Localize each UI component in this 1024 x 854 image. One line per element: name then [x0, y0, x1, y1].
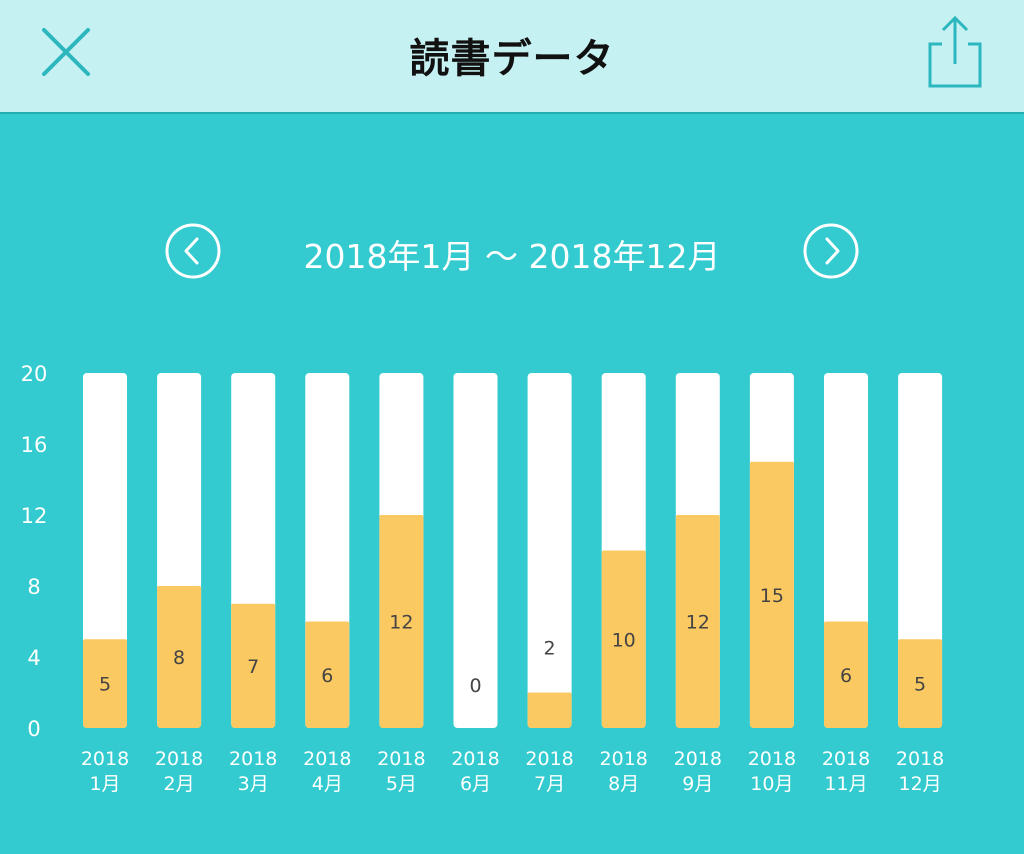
bar-value-label: 6	[321, 665, 333, 687]
x-axis-tick-month: 2月	[164, 773, 195, 795]
date-range-selector: 2018年1月 〜 2018年12月	[0, 218, 1024, 284]
bar	[83, 639, 127, 728]
x-axis-tick-month: 1月	[89, 773, 120, 795]
x-axis-tick-month: 4月	[312, 773, 343, 795]
x-axis-tick-month: 11月	[824, 773, 867, 795]
x-axis-tick-year: 2018	[229, 748, 277, 770]
app-header: 読書データ	[0, 0, 1024, 114]
bar	[898, 639, 943, 728]
previous-range-button[interactable]	[164, 222, 222, 280]
bar	[824, 621, 868, 728]
chevron-left-icon	[165, 223, 221, 279]
x-axis-tick-month: 9月	[682, 773, 713, 795]
bar-value-label: 15	[760, 585, 784, 607]
x-axis-tick-year: 2018	[748, 748, 796, 770]
bar-track	[453, 373, 498, 728]
date-range-label: 2018年1月 〜 2018年12月	[303, 237, 721, 276]
bar-value-label: 12	[389, 612, 413, 634]
x-axis-tick-month: 6月	[460, 773, 491, 795]
x-axis-tick-year: 2018	[377, 748, 425, 770]
bar	[231, 603, 276, 728]
bar-track	[527, 373, 572, 728]
bar-value-label: 0	[469, 675, 481, 697]
bar-value-label: 5	[914, 674, 926, 696]
y-axis-tick-label: 16	[21, 433, 48, 457]
y-axis-tick-label: 20	[21, 362, 48, 386]
x-axis-tick-year: 2018	[155, 748, 203, 770]
bar-value-label: 12	[686, 612, 710, 634]
page-title: 読書データ	[409, 36, 615, 82]
close-icon	[42, 28, 90, 76]
x-axis-tick-month: 8月	[608, 773, 639, 795]
share-icon	[928, 15, 982, 88]
x-axis-tick-month: 12月	[899, 773, 942, 795]
x-axis-tick-year: 2018	[525, 748, 573, 770]
close-button[interactable]	[36, 22, 98, 84]
y-axis-tick-label: 4	[27, 646, 40, 670]
bar	[749, 461, 794, 728]
chevron-right-icon	[803, 223, 859, 279]
bar	[601, 550, 646, 728]
bar-value-label: 10	[612, 629, 636, 651]
x-axis-tick-year: 2018	[896, 748, 944, 770]
bar-value-label: 8	[173, 647, 185, 669]
share-button[interactable]	[918, 14, 990, 94]
monthly-books-bar-chart: 048121620520181月820182月720183月620184月122…	[21, 362, 945, 795]
bar-value-label: 5	[99, 674, 111, 696]
x-axis-tick-year: 2018	[600, 748, 648, 770]
bar-value-label: 2	[544, 638, 556, 660]
y-axis-tick-label: 12	[21, 504, 48, 528]
x-axis-tick-month: 5月	[386, 773, 417, 795]
bar	[379, 515, 424, 728]
bar-value-label: 7	[247, 656, 259, 678]
x-axis-tick-year: 2018	[674, 748, 722, 770]
bar	[675, 515, 720, 728]
x-axis-tick-year: 2018	[822, 748, 870, 770]
x-axis-tick-year: 2018	[451, 748, 499, 770]
next-range-button[interactable]	[802, 222, 860, 280]
y-axis-tick-label: 8	[27, 575, 40, 599]
bar	[305, 621, 350, 728]
bar-value-label: 6	[840, 665, 852, 687]
bar	[527, 692, 572, 728]
x-axis-tick-year: 2018	[303, 748, 351, 770]
y-axis-tick-label: 0	[27, 717, 40, 741]
x-axis-tick-month: 7月	[534, 773, 565, 795]
bar	[157, 586, 202, 728]
x-axis-tick-year: 2018	[81, 748, 129, 770]
x-axis-tick-month: 10月	[750, 773, 793, 795]
x-axis-tick-month: 3月	[238, 773, 269, 795]
